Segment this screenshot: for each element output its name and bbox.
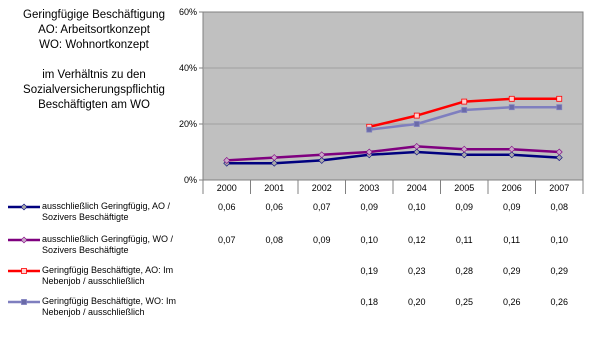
data-label: 0,23: [408, 266, 426, 276]
y-tick-label: 60%: [179, 7, 197, 17]
legend-key-marker: [21, 268, 27, 274]
data-point: [318, 156, 326, 164]
data-point: [413, 121, 420, 127]
x-tick-label: 2004: [407, 183, 427, 193]
legend-entry: ausschließlich Geringfügig, WO / Soziver…: [42, 234, 174, 255]
x-tick-label: 2002: [312, 183, 332, 193]
data-label: 0,19: [360, 266, 378, 276]
data-point: [318, 151, 326, 159]
series-line: [226, 150, 560, 165]
data-label: 0,25: [455, 297, 473, 307]
y-tick-label: 40%: [179, 63, 197, 73]
data-point: [460, 145, 468, 153]
data-label: 0,28: [455, 266, 473, 276]
data-point: [461, 107, 468, 113]
data-point: [461, 98, 468, 105]
title-line-6: Beschäftigten am WO: [38, 99, 150, 111]
data-label: 0,10: [408, 202, 426, 212]
data-point: [413, 112, 420, 119]
data-label: 0,07: [218, 235, 236, 245]
title-line-5: Sozialversicherungspflichtig: [23, 84, 165, 96]
data-label: 0,26: [503, 297, 521, 307]
data-point: [555, 148, 563, 156]
data-label: 0,10: [550, 235, 568, 245]
data-point: [365, 148, 373, 156]
data-point: [270, 159, 278, 167]
x-tick-label: 2003: [359, 183, 379, 193]
data-label: 0,06: [265, 202, 283, 212]
y-axis-ticks: 0% 20% 40% 60%: [179, 7, 203, 185]
series-lines: [223, 95, 563, 167]
x-tick-label: 2001: [264, 183, 284, 193]
data-point: [413, 142, 421, 150]
data-point: [413, 148, 421, 156]
data-label: 0,12: [408, 235, 426, 245]
data-label: 0,09: [360, 202, 378, 212]
legend-key-marker: [21, 299, 27, 305]
title-line-3: WO: Wohnortkonzept: [39, 39, 149, 51]
legend-entry: Geringfügig Beschäftigte, WO: Im Nebenjo…: [42, 296, 177, 317]
legend-entry: Geringfügig Beschäftigte, AO: Im Nebenjo…: [42, 265, 174, 286]
data-point: [460, 151, 468, 159]
x-tick-label: 2006: [502, 183, 522, 193]
data-point: [508, 151, 516, 159]
data-label: 0,06: [218, 202, 236, 212]
x-tick-label: 2005: [454, 183, 474, 193]
x-tick-label: 2000: [217, 183, 237, 193]
data-point: [555, 154, 563, 162]
data-table: 0,06 0,06 0,07 0,09 0,10 0,09 0,09 0,08 0,07 0,08…: [8, 180, 584, 307]
data-label: 0,18: [360, 297, 378, 307]
data-label: 0,29: [503, 266, 521, 276]
data-point: [508, 145, 516, 153]
y-tick-label: 20%: [179, 119, 197, 129]
data-point: [223, 156, 231, 164]
data-label: 0,11: [456, 235, 473, 245]
data-label: 0,11: [503, 235, 520, 245]
data-label: 0,08: [265, 235, 283, 245]
title-line-1: Geringfügige Beschäftigung: [23, 9, 165, 21]
data-point: [270, 154, 278, 162]
grid-lines: [203, 67, 583, 125]
data-label: 0,20: [408, 297, 426, 307]
legend-key-marker: [20, 236, 28, 244]
plot-area: [202, 11, 584, 181]
legend-entry: ausschließlich Geringfügig, AO / Soziver…: [42, 201, 171, 222]
data-label: 0,09: [313, 235, 331, 245]
data-label: 0,09: [503, 202, 521, 212]
data-point: [508, 104, 515, 111]
data-point: [556, 104, 563, 111]
data-label: 0,07: [313, 202, 331, 212]
data-label: 0,10: [360, 235, 378, 245]
data-point: [366, 126, 373, 133]
data-label: 0,08: [550, 202, 568, 212]
x-tick-label: 2007: [549, 183, 569, 193]
data-label: 0,29: [550, 266, 568, 276]
y-tick-label: 0%: [184, 175, 197, 185]
data-label: 0,26: [550, 297, 568, 307]
x-axis-ticks: 2000 2001 2002 2003 2004 2005 2006 2007: [217, 183, 570, 193]
legend-key-marker: [20, 203, 28, 211]
title-line-2: AO: Arbeitsortkonzept: [38, 24, 150, 36]
data-point: [508, 95, 515, 102]
chart-title-block: Geringfügige Beschäftigung AO: Arbeitsor…: [0, 8, 188, 113]
series-line: [226, 145, 560, 162]
data-label: 0,09: [455, 202, 473, 212]
data-point: [556, 95, 563, 102]
title-line-4: im Verhältnis zu den: [42, 69, 146, 81]
